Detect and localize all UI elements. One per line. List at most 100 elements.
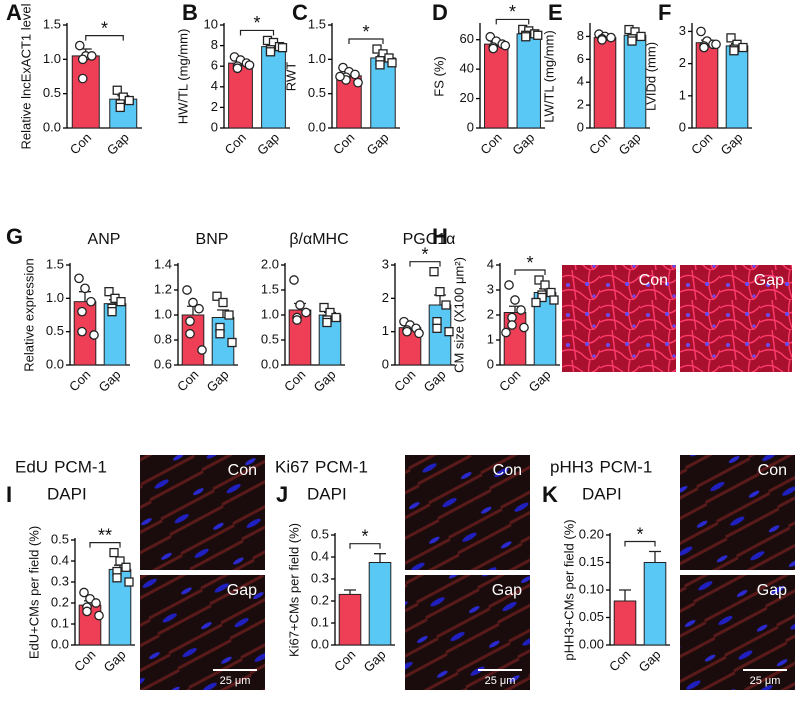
data-point (77, 54, 88, 65)
data-point (215, 329, 225, 339)
y-tick-label: 0.3 (51, 573, 69, 588)
data-point (194, 303, 204, 314)
data-point (435, 287, 445, 297)
y-axis-label: pHH3+CMs per field (%) (561, 519, 576, 660)
data-point (726, 33, 736, 43)
image-label: Con (493, 462, 522, 479)
y-tick-label: 1 (382, 323, 389, 338)
y-tick-label: 2.0 (261, 256, 279, 271)
y-tick-label: 0.4 (51, 552, 69, 567)
data-point (224, 310, 234, 320)
y-tick-label: 0 (577, 119, 584, 134)
y-tick-label: 0.8 (154, 331, 172, 346)
x-tick-label: Con (586, 130, 613, 157)
image-label: Con (228, 462, 257, 479)
significance: * (101, 18, 108, 38)
y-tick-label: 0.15 (579, 554, 604, 569)
significance-bracket (409, 261, 441, 267)
significance-bracket (239, 29, 275, 36)
y-axis-label: Ki67+CMs per field (%) (286, 523, 301, 657)
y-tick-label: 0.0 (261, 356, 279, 371)
scale-bar-label: 25 μm (485, 675, 516, 687)
y-axis-label: LVIDd (mm) (643, 42, 658, 111)
data-point (533, 30, 543, 40)
x-tick-label: Gap (636, 647, 664, 675)
data-point (112, 573, 122, 583)
micrograph (680, 455, 795, 570)
data-point (86, 51, 97, 61)
panel-letter: D (432, 0, 448, 25)
x-tick-label: Con (174, 367, 201, 394)
y-tick-label: 1 (679, 87, 686, 102)
data-point (696, 26, 706, 37)
bar (338, 593, 362, 646)
y-axis-label: FS (%) (431, 56, 446, 96)
data-point (432, 323, 442, 333)
chart-title: PGC1α (403, 231, 456, 248)
data-point (606, 32, 616, 43)
panel-letter: A (6, 0, 22, 25)
data-point (74, 273, 84, 284)
y-tick-label: 8 (577, 28, 584, 43)
title-part: PCM-1 (599, 457, 652, 476)
data-point (94, 610, 104, 621)
data-point (441, 300, 451, 310)
data-point (534, 275, 544, 285)
data-point (188, 297, 198, 308)
scale-bar-label: 25 μm (220, 675, 251, 687)
data-point (244, 60, 255, 71)
x-tick-label: Con (67, 130, 94, 157)
y-tick-label: 0.00 (579, 636, 604, 651)
x-tick-label: Gap (509, 130, 537, 158)
panel-letter: C (292, 0, 308, 25)
data-point (501, 327, 511, 338)
y-tick-label: 0 (467, 119, 474, 134)
data-point (402, 326, 412, 337)
data-point (232, 63, 243, 74)
micrograph (405, 455, 530, 570)
y-tick-label: 0.1 (311, 614, 329, 629)
data-point (387, 58, 397, 68)
y-tick-label: 1.5 (46, 256, 64, 271)
error-bar (374, 553, 386, 563)
y-tick-label: 0.5 (43, 85, 61, 100)
error-bar (344, 589, 356, 595)
bar (643, 562, 667, 646)
y-tick-label: 0 (679, 119, 686, 134)
image-label: Gap (492, 582, 522, 599)
data-point (429, 267, 439, 277)
image-label: Con (639, 272, 668, 289)
title-part: Ki67 (275, 457, 309, 476)
y-tick-label: 1 (487, 331, 494, 346)
data-point (265, 47, 276, 57)
y-tick-label: 4 (487, 256, 494, 271)
y-tick-label: 0.0 (46, 356, 64, 371)
y-tick-label: 6 (211, 58, 218, 73)
x-tick-label: Con (391, 367, 418, 394)
bar (613, 600, 637, 646)
y-tick-label: 0.05 (579, 609, 604, 624)
significance: * (636, 524, 643, 544)
data-point (350, 69, 360, 80)
y-tick-label: 0.1 (51, 615, 69, 630)
y-tick-label: 60 (460, 31, 474, 46)
bar (516, 33, 541, 129)
bar (71, 55, 100, 129)
x-tick-label: Gap (361, 647, 389, 675)
bar (725, 45, 749, 129)
chart-title: β/αMHC (289, 231, 348, 248)
significance-bracket (348, 38, 384, 45)
significance: * (362, 22, 369, 42)
title-part: EdU (15, 457, 48, 476)
x-tick-label: Con (606, 647, 633, 674)
data-point (295, 300, 305, 310)
panel-letter: F (658, 0, 671, 25)
data-point (112, 85, 122, 95)
data-point (537, 292, 547, 303)
y-tick-label: 40 (460, 61, 474, 76)
y-tick-label: 0.20 (579, 526, 604, 541)
y-axis-label: HW/TL (mg/mm) (175, 29, 190, 125)
data-point (516, 305, 526, 315)
x-tick-label: Gap (204, 367, 232, 395)
x-tick-label: Gap (96, 367, 124, 395)
